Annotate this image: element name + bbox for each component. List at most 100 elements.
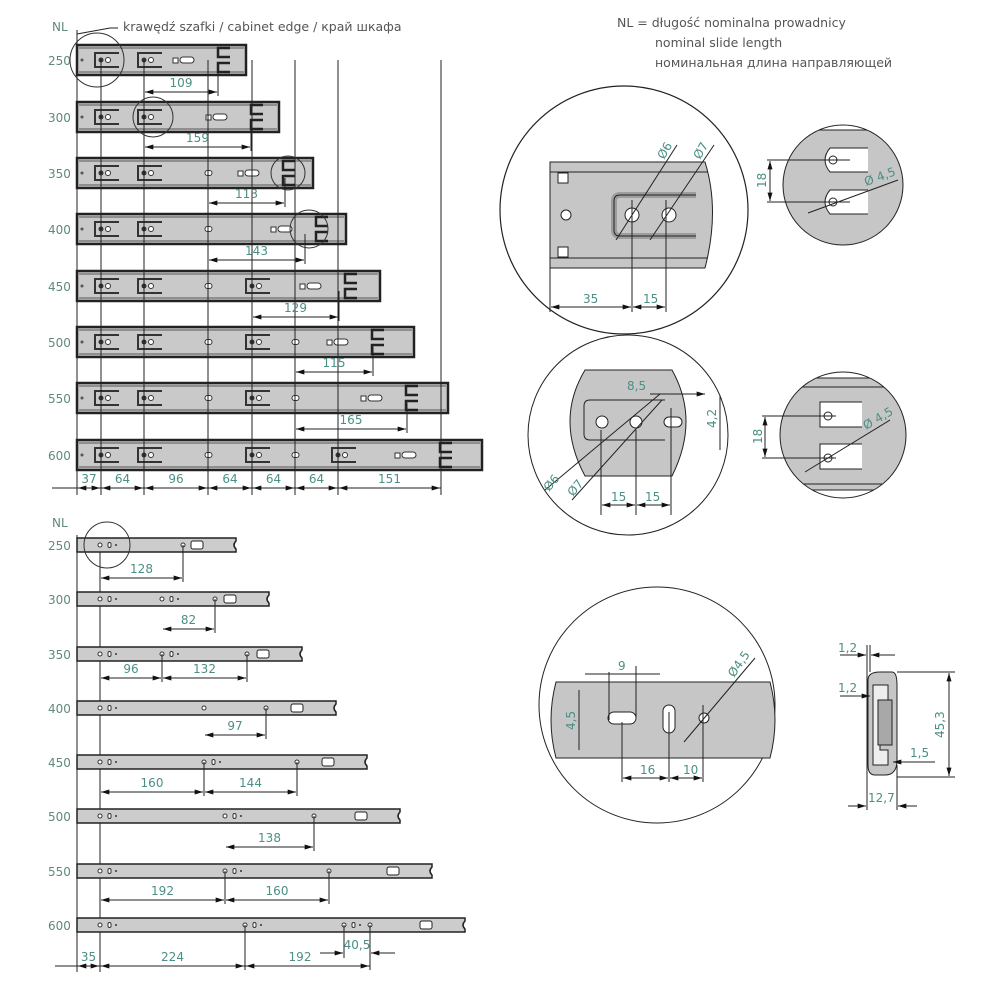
dimension-value: 129 — [284, 301, 307, 315]
hole — [105, 170, 111, 176]
mounting-slot — [137, 109, 162, 125]
hole — [148, 339, 154, 345]
hole — [80, 171, 84, 175]
nl-length-label: 450 — [48, 756, 71, 770]
hole — [115, 707, 117, 709]
hole — [115, 870, 117, 872]
dim-15-a: 15 — [611, 490, 626, 504]
hole — [177, 653, 179, 655]
mounting-slot — [331, 447, 356, 463]
slot — [169, 596, 174, 602]
mounting-slot — [137, 447, 162, 463]
oval-hole — [306, 282, 322, 290]
slot — [169, 651, 174, 657]
hole — [115, 653, 117, 655]
dim-1-5: 1,5 — [910, 746, 929, 760]
oval-hole — [367, 394, 383, 402]
dimension-value: 144 — [239, 776, 262, 790]
upper-rail-diagram: 250 300 350 400 450 500 550 600 109 159 113 143 129 1… — [48, 30, 484, 495]
rear-hole — [223, 594, 237, 604]
rear-hole — [321, 757, 335, 767]
rear-clip — [404, 384, 418, 412]
dimension-value: 82 — [181, 613, 196, 627]
rail — [75, 156, 315, 190]
rear-clip — [438, 441, 452, 469]
detail-middle-bracket: 15 15 8,5 4,2 Ø6 Ø7 — [527, 334, 729, 536]
hole — [115, 761, 117, 763]
upper-rail-600: 600 — [48, 438, 484, 472]
rail — [76, 808, 401, 824]
hole — [80, 453, 84, 457]
dimension-value: 143 — [245, 244, 268, 258]
mounting-slot — [137, 52, 162, 68]
square-hole — [394, 452, 401, 459]
hole — [80, 58, 84, 62]
nl-length-label: 600 — [48, 919, 71, 933]
hole — [115, 544, 117, 546]
mounting-slot — [245, 334, 270, 350]
slot — [107, 922, 112, 928]
lower-rail-400: 400 — [48, 700, 337, 716]
upper-rail-350: 350 — [48, 156, 315, 190]
hole — [115, 924, 117, 926]
oval-hole — [333, 338, 349, 346]
square-hole — [270, 226, 277, 233]
slot — [107, 596, 112, 602]
hole — [148, 226, 154, 232]
slot — [107, 813, 112, 819]
hole — [105, 283, 111, 289]
mounting-slot — [94, 390, 119, 406]
detail-marker-circle — [69, 32, 125, 88]
mounting-slot — [94, 334, 119, 350]
hole — [148, 57, 154, 63]
detail-front-bracket: 35 15 Ø6 Ø7 — [499, 85, 749, 335]
rail — [75, 269, 382, 303]
hole — [105, 57, 111, 63]
dimension-value: 64 — [222, 472, 237, 486]
hole — [97, 759, 103, 765]
detail-marker-circle — [83, 521, 131, 569]
oval-hole — [179, 56, 195, 64]
square-hole — [172, 57, 179, 64]
mounting-slot — [94, 221, 119, 237]
dimension-value: 192 — [151, 884, 174, 898]
hole — [97, 922, 103, 928]
dimension-value: 165 — [340, 413, 363, 427]
slide-profile-section: 1,2 1,2 45,3 1,5 12,7 — [838, 641, 955, 810]
legend-line-2: nominal slide length — [655, 35, 782, 50]
rear-clip — [370, 328, 384, 356]
hole — [80, 115, 84, 119]
dimension-value: 115 — [323, 356, 346, 370]
hole — [105, 339, 111, 345]
hole — [105, 114, 111, 120]
lower-rail-550: 550 — [48, 863, 433, 879]
dimension-value: 37 — [81, 472, 96, 486]
nl-length-label: 600 — [48, 449, 71, 463]
dimension-value: 138 — [258, 831, 281, 845]
detail-rear-clip-bottom: 18 Ø 4,5 — [751, 371, 907, 499]
slot — [107, 868, 112, 874]
lower-rail-600: 600 — [48, 917, 466, 933]
nl-length-label: 250 — [48, 539, 71, 553]
hole — [97, 542, 103, 548]
hole — [256, 339, 262, 345]
mounting-slot — [137, 278, 162, 294]
nl-length-label: 350 — [48, 648, 71, 662]
nl-length-label: 500 — [48, 810, 71, 824]
slot — [232, 868, 237, 874]
hole — [80, 396, 84, 400]
dimension-value: 96 — [123, 662, 138, 676]
dimension-value: 96 — [168, 472, 183, 486]
rear-hole — [419, 920, 433, 930]
hole — [105, 226, 111, 232]
lower-rail-250: 250 — [48, 537, 237, 553]
dimension-value: 192 — [289, 950, 312, 964]
lower-rail-450: 450 — [48, 754, 368, 770]
cabinet-edge-label: krawędź szafki / cabinet edge / край шка… — [123, 19, 402, 34]
dimension-value: 40,5 — [344, 938, 371, 952]
mounting-slot — [94, 52, 119, 68]
mounting-slot — [245, 278, 270, 294]
detail-rear-clip-top: 18 Ø 4,5 — [755, 124, 904, 246]
dimension-value: 64 — [115, 472, 130, 486]
dimension-value: 109 — [170, 76, 193, 90]
